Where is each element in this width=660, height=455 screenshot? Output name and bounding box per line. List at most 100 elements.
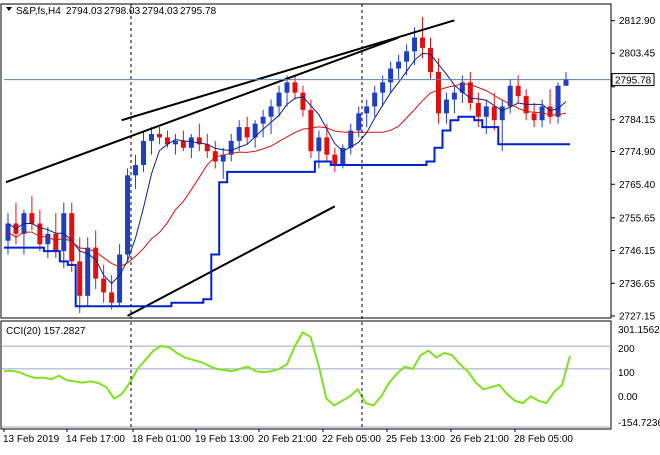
candle-body (260, 116, 266, 124)
candle-body (228, 140, 234, 155)
candle-body (276, 92, 282, 107)
candles-layer (5, 16, 569, 314)
candle-body (172, 140, 178, 145)
candle-body (539, 106, 545, 121)
ohlc-close: 2795.78 (180, 6, 217, 17)
candle-body (324, 137, 330, 155)
candle-body (77, 261, 83, 296)
candle-body (156, 133, 162, 138)
ohlc-low: 2794.03 (142, 6, 179, 17)
y-axis-tick-label: 2765.40 (619, 180, 656, 191)
trendline-3 (127, 205, 336, 317)
candle-body (188, 137, 194, 148)
candle-body (148, 133, 154, 141)
candle-body (61, 213, 67, 252)
candle-body (109, 292, 115, 303)
candle-body (435, 71, 441, 114)
cci-line (3, 331, 571, 407)
cci-axis-100: 100 (618, 368, 635, 379)
trendline-1 (5, 36, 399, 184)
x-axis-tick-label: 20 Feb 21:00 (258, 434, 317, 445)
x-axis-tick-label: 19 Feb 13:00 (195, 434, 254, 445)
candle-body (404, 51, 410, 62)
y-axis-tick-label: 2774.90 (619, 147, 656, 158)
candle-body (85, 247, 91, 296)
candle-body (292, 82, 298, 93)
cci-layer (2, 331, 611, 428)
candle-body (236, 127, 242, 141)
candle-body (141, 140, 147, 165)
candle-body (372, 92, 378, 107)
candle-body (507, 85, 513, 107)
candle-body (467, 82, 473, 103)
candle-body (427, 47, 433, 72)
y-axis-tick-label: 2727.15 (619, 312, 656, 323)
y-axis-tick-label: 2746.15 (619, 246, 656, 257)
candle-body (483, 106, 489, 117)
y-axis-tick-label: 2755.65 (619, 213, 656, 224)
candle-body (555, 85, 561, 117)
ohlc-high: 2798.03 (104, 6, 141, 17)
candle-body (284, 82, 290, 93)
candle-body (133, 164, 139, 176)
moving-average-fast-line (7, 52, 567, 285)
main-chart-frame (0, 3, 612, 319)
ohlc-open: 2794.03 (66, 6, 103, 17)
candle-body (332, 154, 338, 165)
x-axis-tick-label: 14 Feb 17:00 (66, 434, 125, 445)
x-axis-tick-label: 25 Feb 13:00 (386, 434, 445, 445)
candle-body (196, 137, 202, 145)
chart-header: S&P,fs,H4 2794.03 2798.03 2794.03 2795.7… (6, 6, 217, 17)
x-axis-tick-label: 13 Feb 2019 (3, 434, 60, 445)
candle-body (388, 68, 394, 83)
candle-body (348, 130, 354, 148)
candle-body (300, 92, 306, 110)
overlay-layer (4, 19, 611, 317)
cci-axis-min: -154.7236 (618, 418, 660, 429)
candle-body (53, 233, 59, 252)
candle-body (93, 247, 99, 279)
candle-body (37, 223, 43, 245)
y-axis-tick-label: 2803.45 (619, 49, 656, 60)
candle-body (443, 99, 449, 114)
symbol-label: S&P,fs,H4 (16, 6, 61, 17)
current-price-label: 2795.78 (615, 76, 652, 87)
moving-average-slow-line (7, 83, 567, 268)
candle-body (117, 254, 123, 303)
y-axis-tick-label: 2812.90 (619, 16, 656, 27)
candle-body (412, 37, 418, 52)
candle-body (547, 106, 553, 117)
dropdown-triangle-icon[interactable] (6, 7, 12, 11)
current-price-tag: 2795.78 (611, 73, 655, 87)
candle-body (29, 213, 35, 224)
candle-body (340, 147, 346, 165)
candle-body (364, 106, 370, 114)
indicator-frame (0, 320, 612, 430)
candle-body (420, 37, 426, 48)
candle-body (164, 137, 170, 145)
candle-body (396, 61, 402, 69)
candle-body (220, 154, 226, 162)
candle-body (180, 140, 186, 148)
x-axis-tick-label: 28 Feb 05:00 (514, 434, 573, 445)
candle-body (268, 106, 274, 117)
candle-body (491, 106, 497, 121)
candle-body (308, 109, 314, 152)
candle-body (244, 127, 250, 138)
y-axis-tick-label: 2784.15 (619, 115, 656, 126)
candle-body (212, 151, 218, 162)
candle-body (101, 278, 107, 293)
channel-support-line (4, 115, 570, 308)
cci-label: CCI(20) 157.2827 (6, 326, 86, 337)
candle-body (531, 113, 537, 121)
candle-body (380, 82, 386, 93)
x-axis-tick-label: 22 Feb 05:00 (322, 434, 381, 445)
candle-body (451, 92, 457, 100)
candle-body (499, 106, 505, 121)
candle-body (563, 78, 569, 86)
candle-body (356, 113, 362, 131)
candle-body (252, 123, 258, 138)
candle-body (125, 175, 131, 255)
